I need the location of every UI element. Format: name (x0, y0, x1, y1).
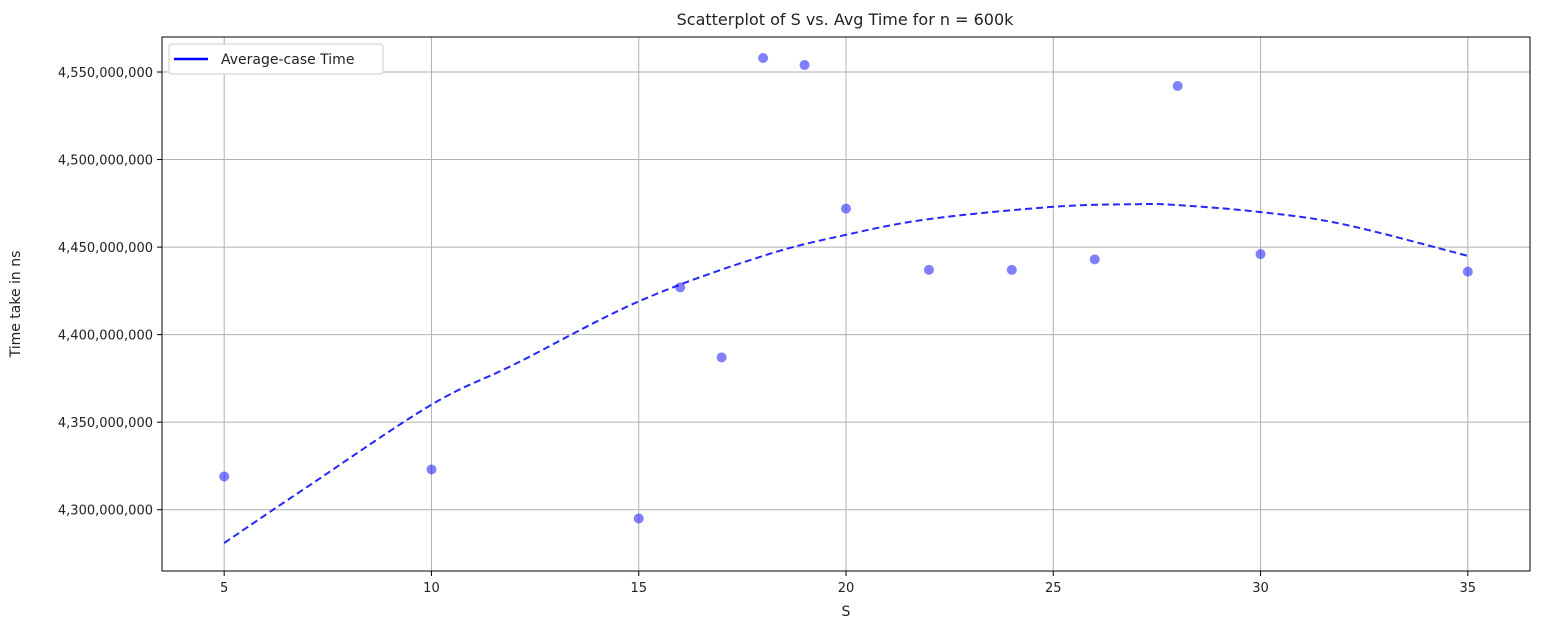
legend: Average-case Time (168, 43, 384, 75)
y-axis-label: Time take in ns (8, 251, 24, 359)
y-tick-label: 4,400,000,000 (58, 329, 153, 344)
y-axis-ticks: 4,300,000,000 4,350,000,000 4,400,000,000 4… (58, 66, 162, 519)
x-tick-label: 15 (630, 581, 647, 596)
scatter-point (1255, 249, 1266, 260)
trend-curve (223, 203, 1469, 544)
scatter-point (219, 471, 230, 482)
x-tick-label: 30 (1252, 581, 1269, 596)
legend-box (168, 43, 384, 75)
scatter-point (1006, 264, 1017, 275)
y-tick-label: 4,450,000,000 (58, 241, 153, 256)
x-tick-label: 10 (423, 581, 440, 596)
scatter-point (1462, 266, 1473, 277)
trend-line (223, 203, 1469, 544)
scatter-point (675, 282, 686, 293)
scatter-point (758, 53, 769, 64)
scatter-point (923, 264, 934, 275)
x-tick-label: 20 (838, 581, 855, 596)
x-tick-label: 5 (220, 581, 228, 596)
scatter-point (716, 352, 727, 363)
y-tick-label: 4,300,000,000 (58, 504, 153, 519)
chart-title: Scatterplot of S vs. Avg Time for n = 60… (677, 10, 1015, 29)
legend-label: Average-case Time (221, 52, 354, 68)
scatter-point (1089, 254, 1100, 265)
x-axis-label: S (842, 604, 851, 620)
y-tick-label: 4,350,000,000 (58, 416, 153, 431)
x-axis-ticks: 5 10 15 20 25 30 35 (220, 571, 1476, 596)
scatter-point (799, 60, 810, 71)
grid (162, 37, 1530, 571)
y-tick-label: 4,500,000,000 (58, 154, 153, 169)
y-tick-label: 4,550,000,000 (58, 66, 153, 81)
scatter-point (1172, 81, 1183, 92)
scatter-point (426, 464, 437, 475)
x-tick-label: 35 (1460, 581, 1477, 596)
scatter-points (219, 53, 1473, 524)
scatter-point (841, 203, 851, 214)
scatter-point (633, 513, 644, 524)
x-tick-label: 25 (1045, 581, 1062, 596)
